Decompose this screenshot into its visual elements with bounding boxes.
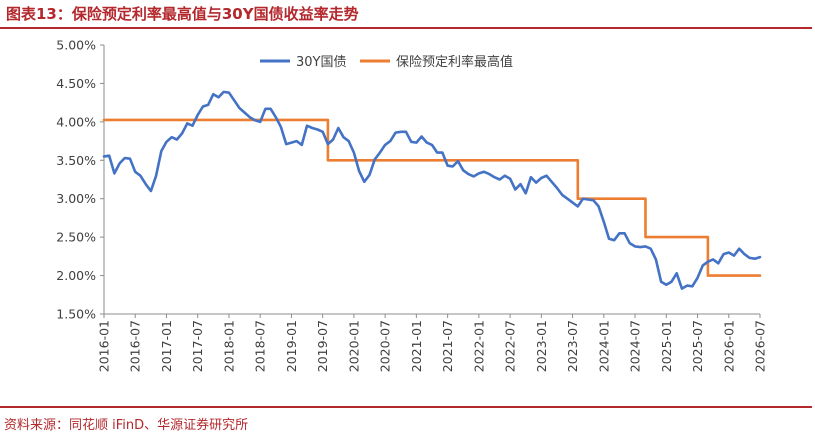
x-tick-label: 2026-07 xyxy=(753,320,768,372)
y-tick-label: 2.50% xyxy=(56,230,96,245)
x-tick-label: 2019-01 xyxy=(284,320,299,372)
x-tick-label: 2026-01 xyxy=(721,320,736,372)
x-tick-label: 2017-01 xyxy=(159,320,174,372)
x-tick-label: 2024-01 xyxy=(596,320,611,372)
title-rule xyxy=(0,27,812,29)
figure-title: 图表13：保险预定利率最高值与30Y国债收益率走势 xyxy=(6,5,359,23)
x-tick-label: 2022-01 xyxy=(471,320,486,372)
x-tick-label: 2018-07 xyxy=(253,320,268,372)
x-tick-label: 2022-07 xyxy=(503,320,518,372)
series-line-rate xyxy=(102,118,762,277)
y-tick-label: 3.00% xyxy=(56,191,96,206)
x-tick-label: 2021-01 xyxy=(409,320,424,372)
series-line-30y xyxy=(102,90,762,290)
x-tick-label: 2020-01 xyxy=(346,320,361,372)
x-tick-label: 2019-07 xyxy=(315,320,330,372)
chart-axes xyxy=(103,45,760,315)
source-rule xyxy=(0,406,812,408)
y-tick-label: 5.00% xyxy=(56,38,96,53)
y-tick-label: 4.50% xyxy=(56,76,96,91)
y-tick-label: 4.00% xyxy=(56,114,96,129)
y-tick-label: 3.50% xyxy=(56,153,96,168)
x-tick-label: 2021-07 xyxy=(440,320,455,372)
legend-label-rate: 保险预定利率最高值 xyxy=(396,54,513,70)
y-tick-label: 2.00% xyxy=(56,268,96,283)
x-tick-label: 2023-07 xyxy=(565,320,580,372)
x-tick-label: 2024-07 xyxy=(628,320,643,372)
x-tick-label: 2016-01 xyxy=(97,320,112,372)
x-tick-label: 2016-07 xyxy=(128,320,143,372)
source-note: 资料来源：同花顺 iFinD、华源证券研究所 xyxy=(4,418,249,433)
x-axis-ticks: 2016-01 2016-07 2017-01 2017-07 2018-01 2018-… xyxy=(97,314,768,372)
x-tick-label: 2025-01 xyxy=(659,320,674,372)
x-tick-label: 2017-07 xyxy=(190,320,205,372)
y-axis-ticks: 1.50% 2.00% 2.50% 3.00% 3.50% 4.00% 4.50% 5.00% xyxy=(56,38,104,322)
x-tick-label: 2025-07 xyxy=(690,320,705,372)
x-tick-label: 2020-07 xyxy=(378,320,393,372)
legend: 30Y国债 保险预定利率最高值 xyxy=(260,54,513,70)
x-tick-label: 2018-01 xyxy=(221,320,236,372)
x-tick-label: 2023-01 xyxy=(534,320,549,372)
line-chart: 1.50% 2.00% 2.50% 3.00% 3.50% 4.00% 4.50% 5.00%… xyxy=(56,38,768,373)
series-lines xyxy=(102,90,762,290)
y-tick-label: 1.50% xyxy=(56,307,96,322)
legend-label-30y: 30Y国债 xyxy=(296,55,346,70)
